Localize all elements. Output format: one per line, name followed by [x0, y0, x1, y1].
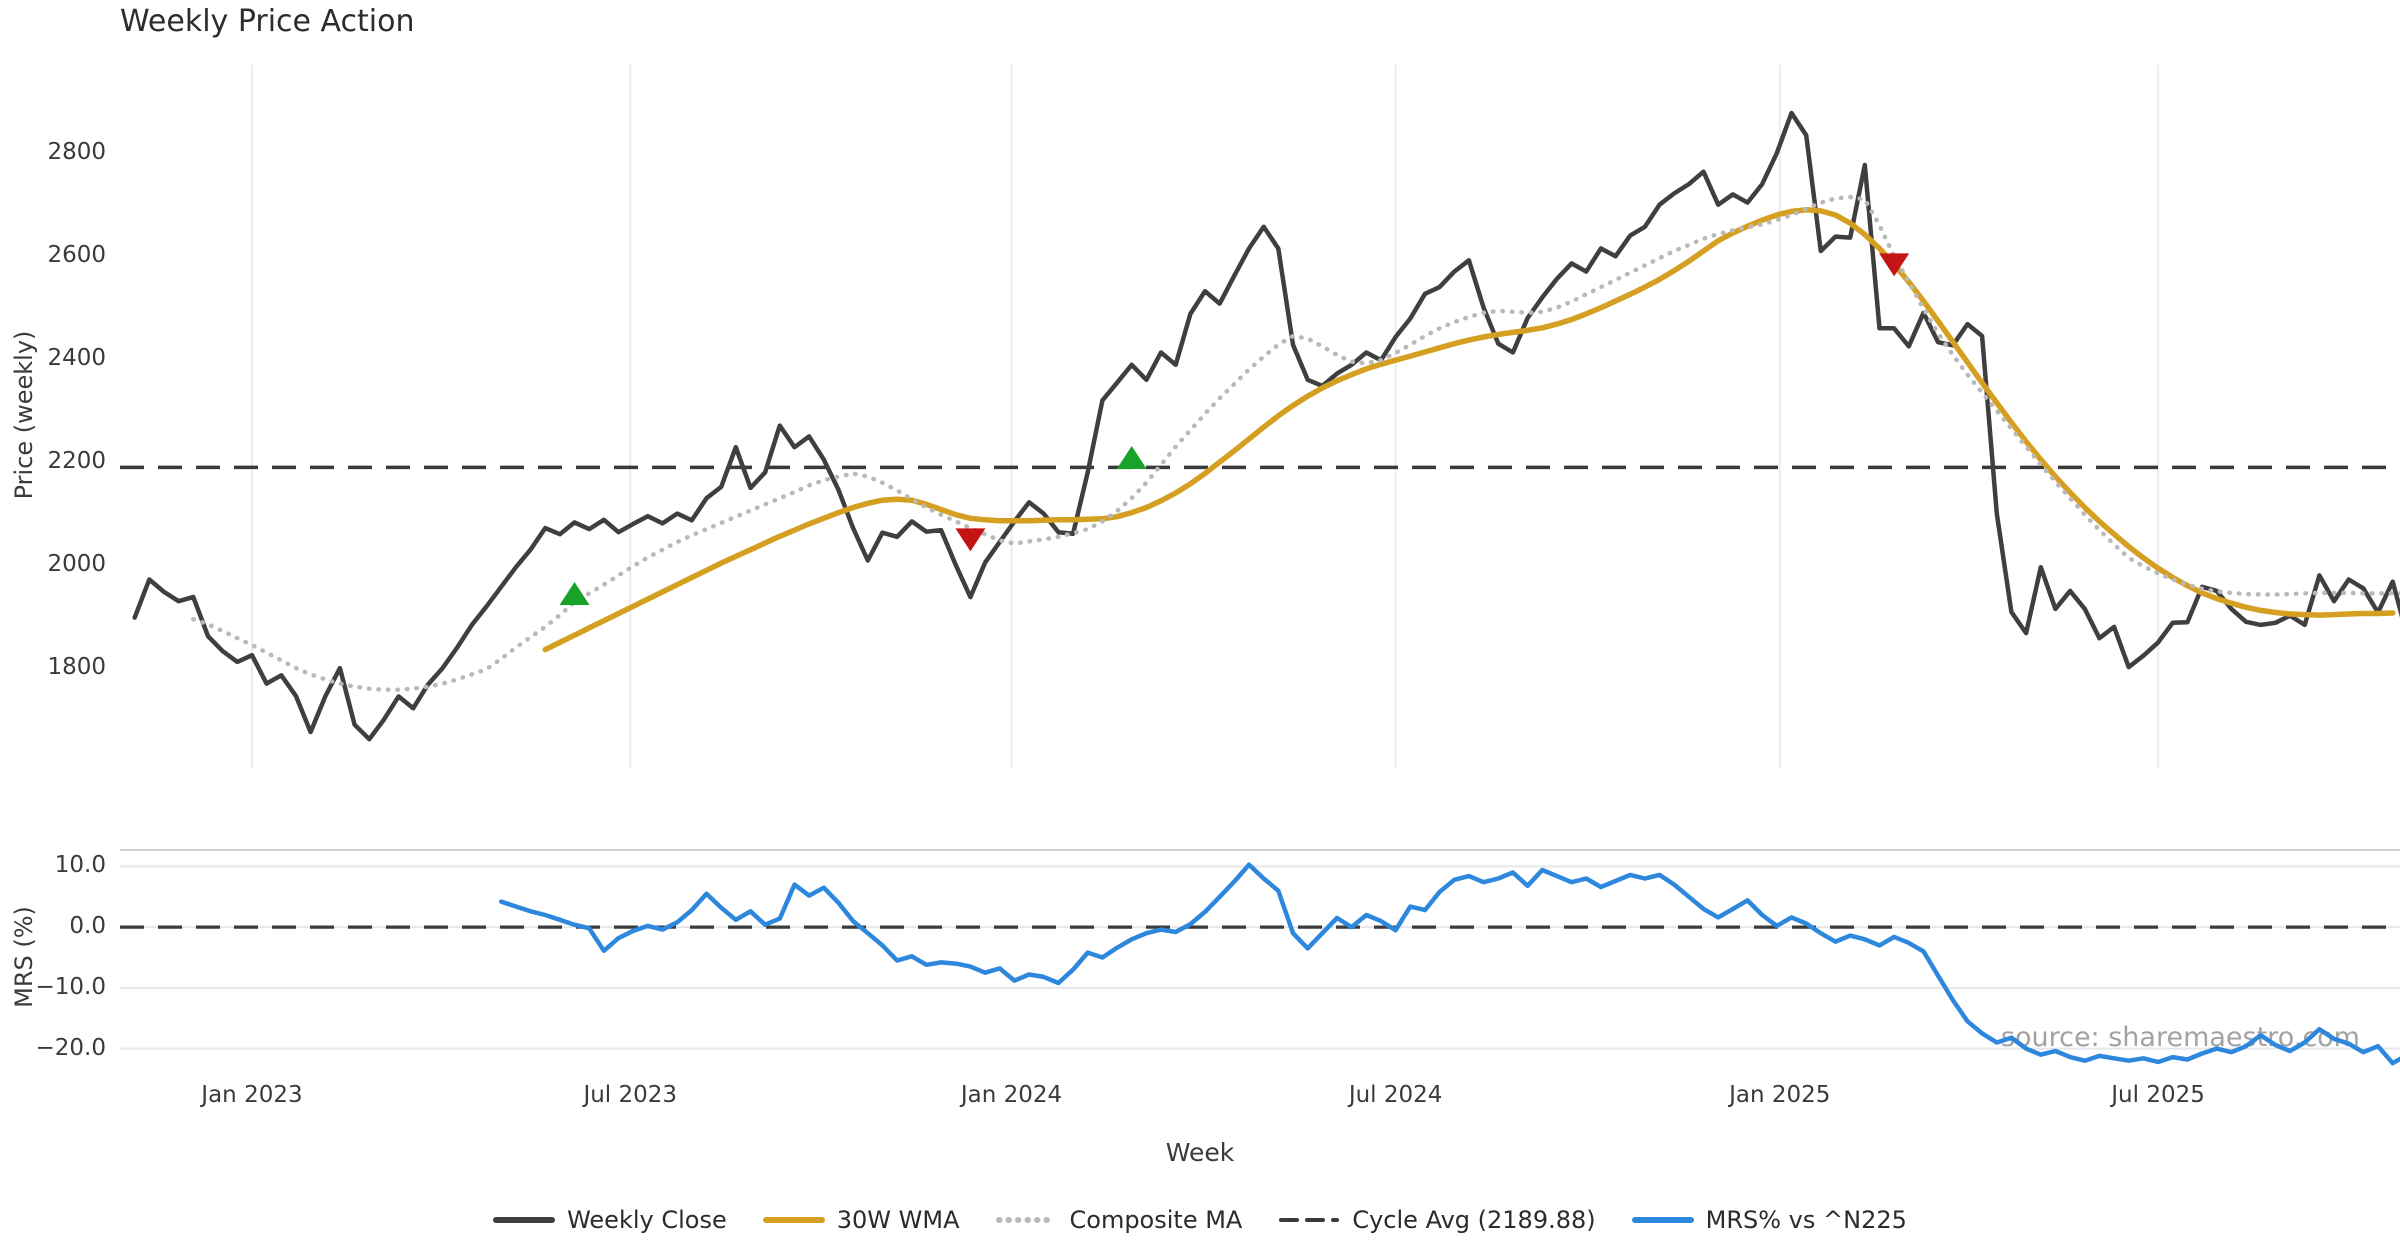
legend-label: Composite MA	[1069, 1206, 1243, 1234]
price-tick-label: 2600	[47, 242, 106, 269]
legend-label: 30W WMA	[836, 1206, 960, 1234]
x-axis-label: Week	[1165, 1138, 1235, 1167]
x-tick-label: Jan 2025	[1729, 1082, 1831, 1108]
mrs-tick-label: −10.0	[35, 973, 106, 1000]
mrs-tick-labels: 10.0 0.0 −10.0 −20.0	[0, 0, 112, 1260]
legend-item: Composite MA	[995, 1206, 1243, 1234]
price-tick-label: 2200	[47, 448, 106, 475]
wma-line	[542, 207, 2396, 653]
legend-label: Cycle Avg (2189.88)	[1352, 1206, 1596, 1234]
x-tick-label: Jan 2023	[201, 1082, 303, 1108]
legend-swatch-icon	[762, 1217, 825, 1223]
sell-marker-icon	[955, 528, 986, 552]
legend-item: 30W WMA	[762, 1206, 960, 1234]
legend-swatch-icon	[1279, 1218, 1340, 1222]
price-tick-label: 2800	[47, 139, 106, 166]
legend: Weekly Close 30W WMA Composite MA Cycle Avg…	[0, 1206, 2400, 1234]
legend-item: Weekly Close	[493, 1206, 727, 1234]
price-tick-label: 1800	[47, 654, 106, 681]
x-tick-label: Jul 2025	[2111, 1082, 2205, 1108]
mrs-line	[498, 862, 2400, 1066]
legend-label: MRS% vs ^N225	[1705, 1206, 1907, 1234]
buy-marker-icon	[1116, 446, 1147, 470]
mrs-tick-label: 0.0	[69, 913, 106, 940]
buy-marker-icon	[559, 581, 590, 605]
chart-title: Weekly Price Action	[120, 4, 415, 39]
legend-swatch-icon	[995, 1217, 1058, 1223]
legend-label: Weekly Close	[567, 1206, 727, 1234]
legend-item: Cycle Avg (2189.88)	[1278, 1206, 1596, 1234]
legend-item: MRS% vs ^N225	[1631, 1206, 1907, 1234]
weekly-close-line	[132, 110, 2400, 742]
composite-ma-line	[191, 194, 2400, 692]
price-tick-label: 2400	[47, 345, 106, 372]
x-tick-label: Jan 2024	[960, 1082, 1063, 1108]
legend-swatch-icon	[493, 1217, 556, 1223]
mrs-tick-label: −20.0	[35, 1034, 106, 1061]
x-tick-label: Jul 2023	[583, 1082, 678, 1108]
sell-marker-icon	[1879, 253, 1910, 277]
mrs-tick-label: 10.0	[54, 852, 106, 879]
x-tick-label: Jul 2024	[1348, 1082, 1443, 1108]
price-tick-label: 2000	[47, 551, 106, 578]
legend-swatch-icon	[1631, 1217, 1694, 1223]
price-tick-labels: 2800 2600 2400 2200 2000 1800	[0, 0, 112, 1260]
